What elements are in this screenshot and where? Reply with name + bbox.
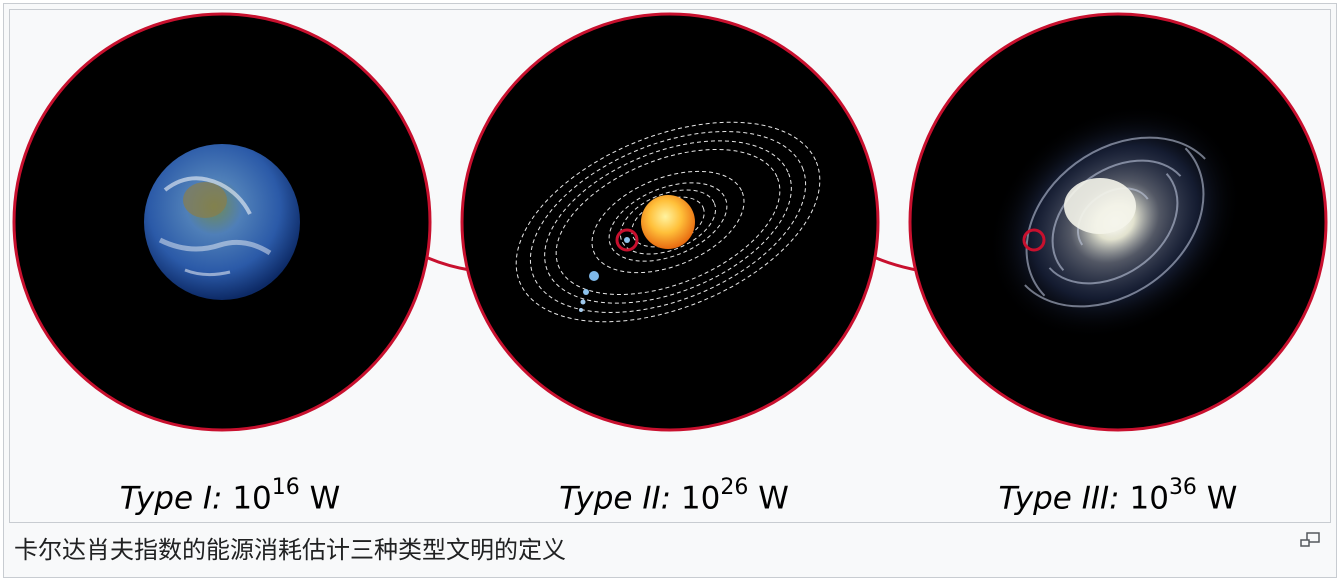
label-type-2: Type II: 1026 W [559, 475, 789, 517]
panel-earth [12, 12, 432, 432]
magnify-icon[interactable] [1299, 532, 1321, 548]
highlight-earth-orbit [615, 228, 639, 252]
earth-image [144, 144, 300, 300]
label-type-3: Type III: 1036 W [998, 475, 1238, 517]
panel-galaxy [908, 12, 1328, 432]
sun-icon [641, 195, 695, 249]
figure-caption: 卡尔达肖夫指数的能源消耗估计三种类型文明的定义 [14, 536, 566, 564]
panel-solar-system [460, 12, 880, 432]
label-type-1: Type I: 1016 W [119, 475, 341, 517]
highlight-solar-system [1022, 228, 1046, 252]
